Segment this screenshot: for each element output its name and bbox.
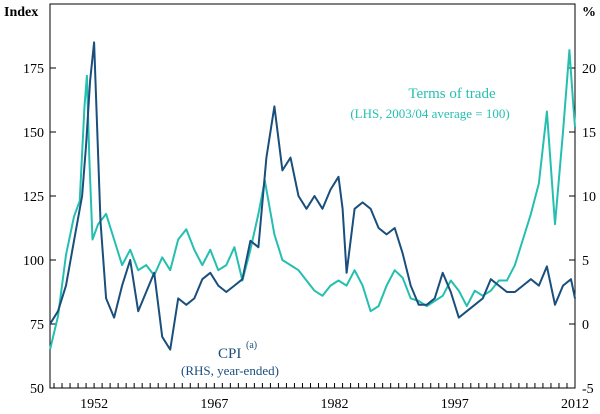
left-axis-tick-label: 50 xyxy=(30,382,44,397)
x-axis-tick-label: 2012 xyxy=(561,397,589,412)
right-axis-tick-label: 10 xyxy=(582,190,596,205)
left-axis-tick-label: 150 xyxy=(23,126,44,141)
left-axis-tick-label: 75 xyxy=(30,318,44,333)
cpi-annotation-superscript: (a) xyxy=(246,340,257,351)
left-axis-tick-label: 125 xyxy=(23,190,44,205)
x-axis-tick-label: 1982 xyxy=(321,397,349,412)
x-axis-tick-label: 1997 xyxy=(441,397,469,412)
left-axis-tick-label: 100 xyxy=(23,254,44,269)
tot-annotation-subtitle: (LHS, 2003/04 average = 100) xyxy=(350,106,509,121)
x-axis-tick-label: 1952 xyxy=(80,397,108,412)
right-axis-tick-label: -5 xyxy=(582,382,594,397)
left-axis-tick-label: 175 xyxy=(23,62,44,77)
right-axis-unit: % xyxy=(582,5,596,20)
left-axis-unit: Index xyxy=(4,5,38,20)
right-axis-tick-label: 0 xyxy=(582,318,589,333)
series-line-cpi xyxy=(49,41,576,351)
tot-annotation-title: Terms of trade xyxy=(408,86,496,102)
right-axis-tick-label: 20 xyxy=(582,62,596,77)
right-axis-tick-label: 15 xyxy=(582,126,596,141)
cpi-annotation-title: CPI xyxy=(218,346,241,362)
axis-tick-labels: 50 75 100 125 150 175 -5 0 5 10 15 20 1952 1967 1982 19… xyxy=(23,62,596,412)
cpi-annotation-subtitle: (RHS, year-ended) xyxy=(181,363,279,378)
right-axis-tick-label: 5 xyxy=(582,254,589,269)
x-axis-tick-label: 1967 xyxy=(200,397,228,412)
plot-frame xyxy=(49,3,576,389)
series-line-terms-of-trade xyxy=(49,49,576,350)
